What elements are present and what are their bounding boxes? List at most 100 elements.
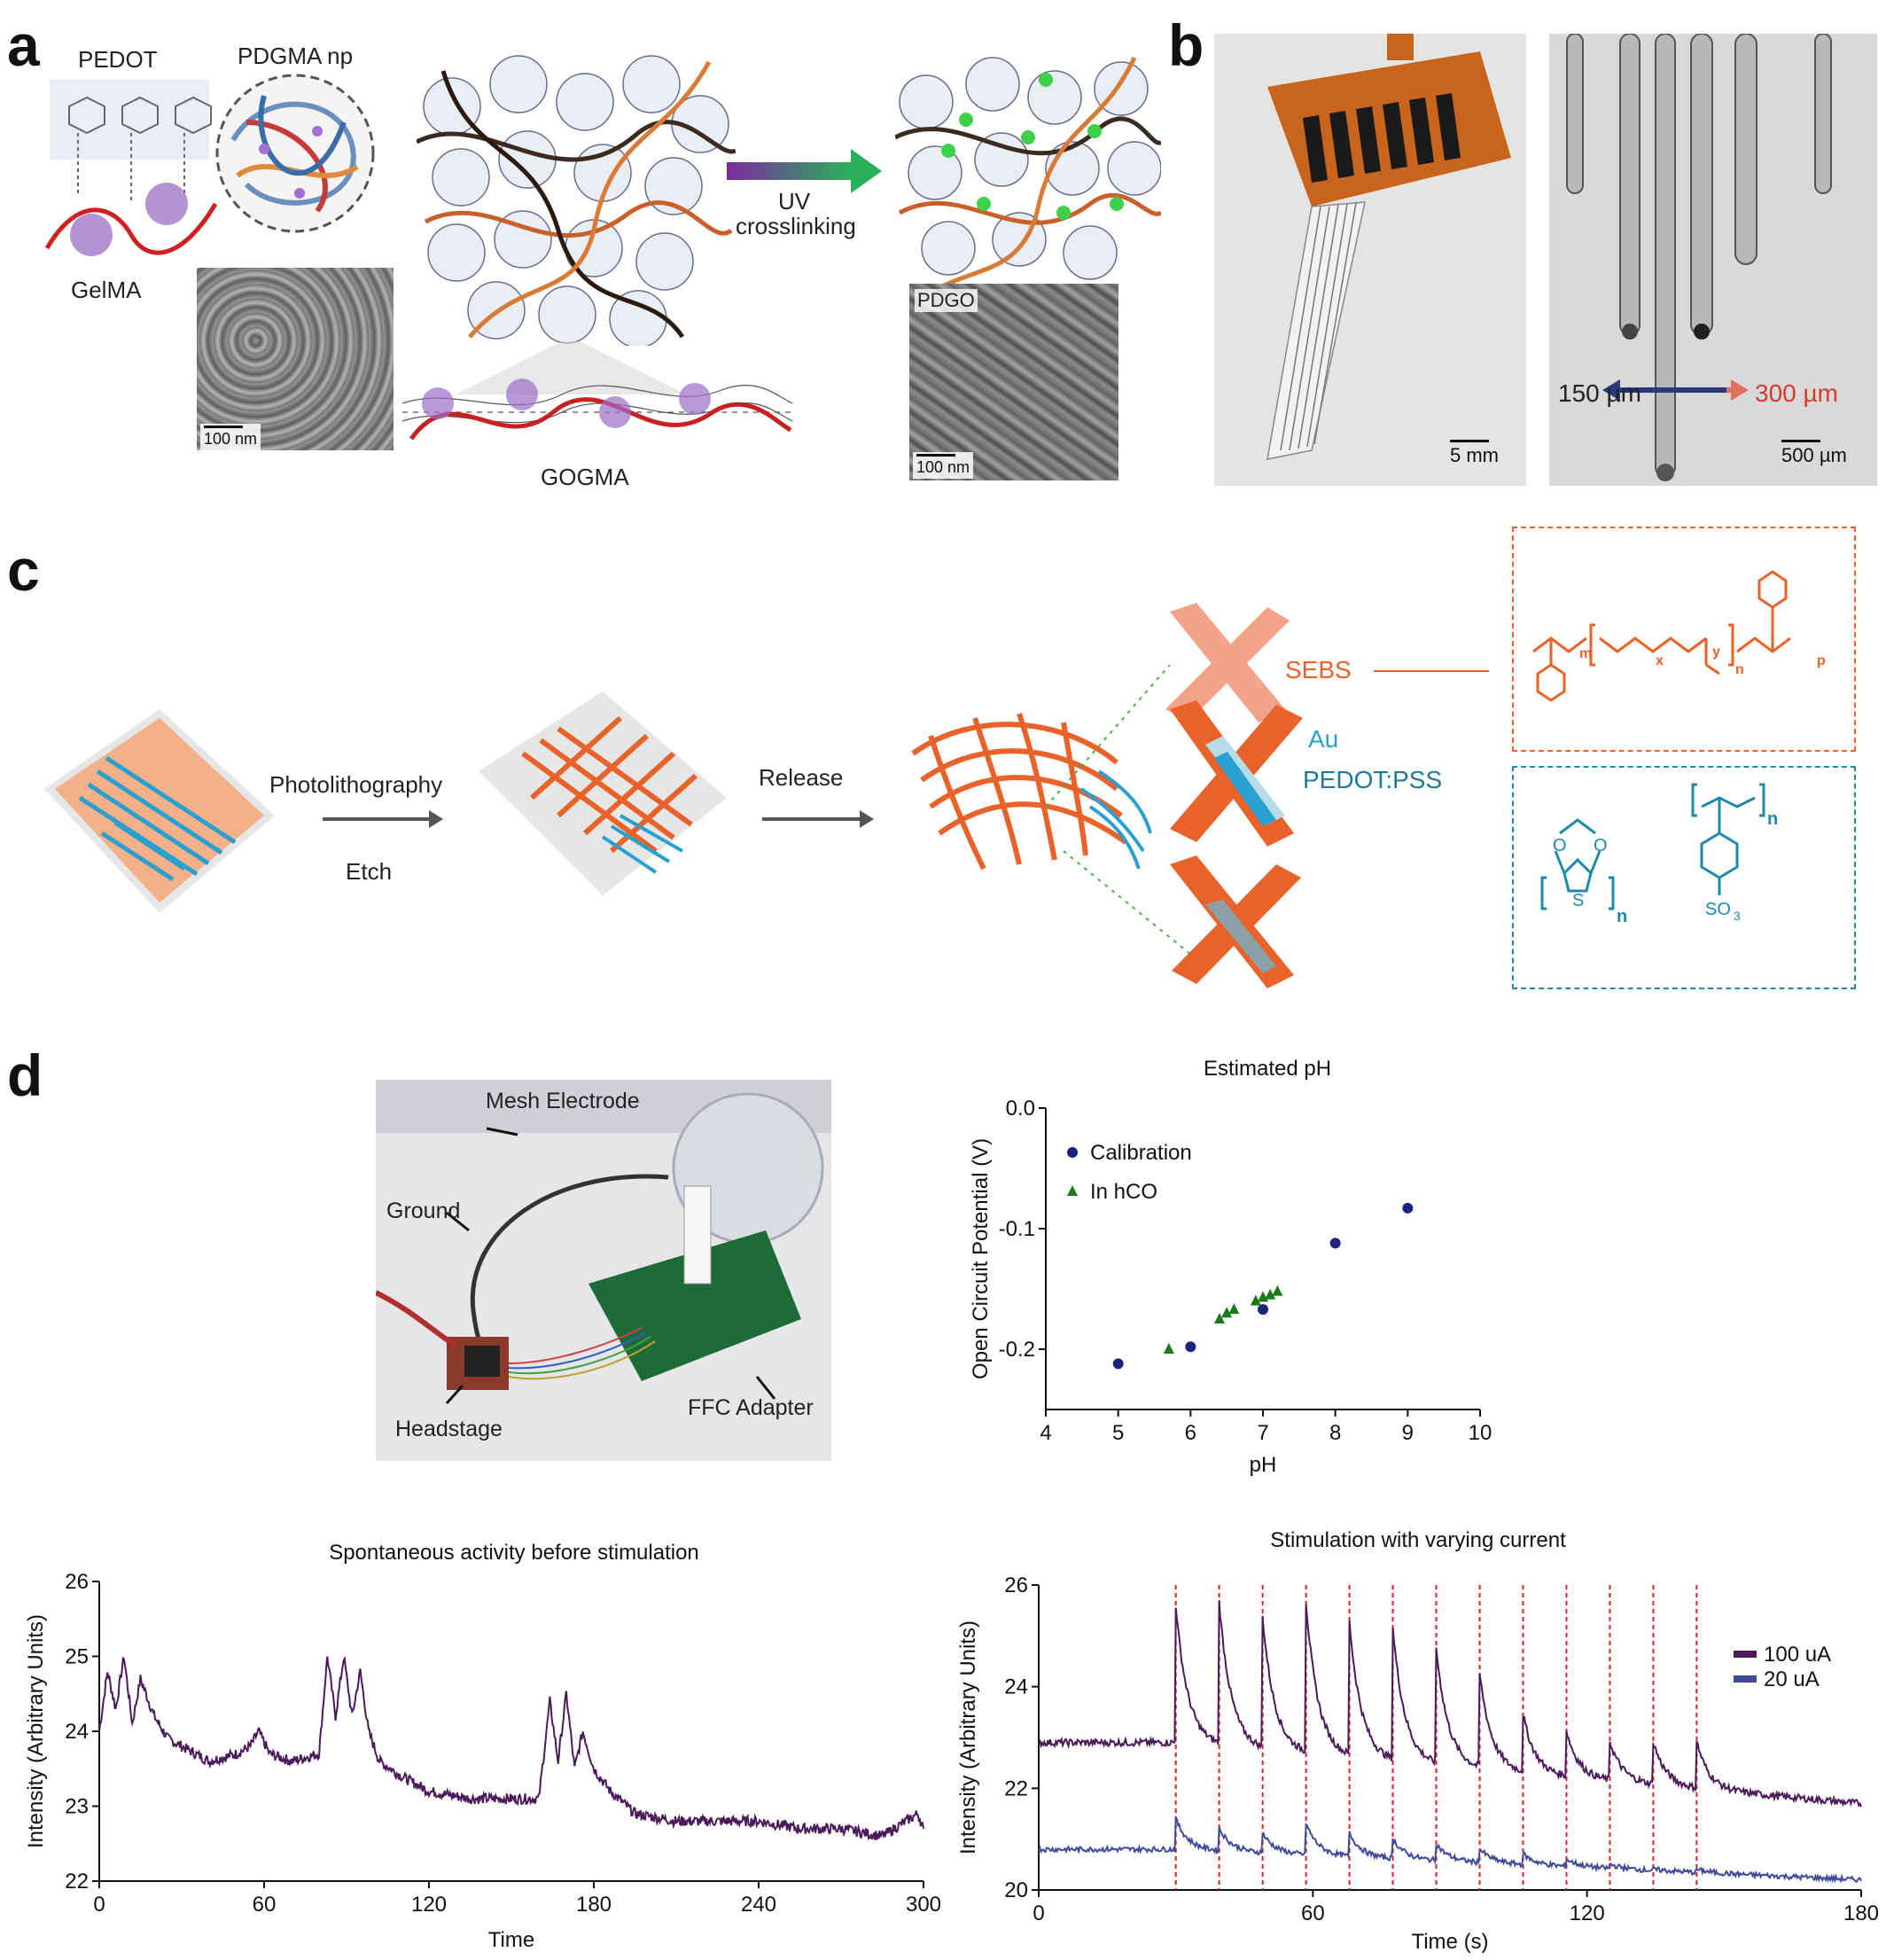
- scale-text: 100 nm: [204, 430, 258, 448]
- arrow-step1: [323, 817, 429, 821]
- x-tick-label: 9: [1402, 1421, 1414, 1445]
- x-tick-label: 120: [1570, 1901, 1605, 1925]
- pedot-s: S: [1572, 891, 1584, 910]
- panel-b: 5 mm 150 µm 300 µm 500 µm: [1214, 34, 1879, 486]
- sebs-label: SEBS: [1285, 656, 1352, 683]
- x-tick-label: 300: [906, 1893, 941, 1917]
- hco-point: [1214, 1313, 1225, 1324]
- pss-so3-subscript: 3: [1734, 909, 1741, 923]
- x-axis-label: Time: [488, 1928, 534, 1952]
- crosslinking-label: crosslinking: [736, 213, 856, 239]
- x-tick-label: 0: [1033, 1901, 1044, 1925]
- gelma-label: GelMA: [71, 277, 142, 303]
- pedot-gelma-schematic: [44, 80, 218, 256]
- hco-point: [1221, 1307, 1233, 1318]
- arrow-step2-head: [860, 810, 874, 828]
- calibration-point: [1185, 1341, 1196, 1353]
- y-tick-label: -0.2: [999, 1338, 1035, 1362]
- panel-c: Photolithography Etch Release: [0, 514, 1886, 1011]
- label-headstage: Headstage: [395, 1417, 503, 1441]
- y-axis-label: Intensity (Arbitrary Units): [24, 1614, 48, 1848]
- pedot-pss-label: PEDOT:PSS: [1303, 766, 1443, 793]
- calibration-point: [1402, 1202, 1414, 1214]
- formula-m: m: [1579, 646, 1592, 661]
- step-etch: Etch: [346, 858, 393, 885]
- y-tick-label: 0.0: [1006, 1097, 1035, 1121]
- x-tick-label: 10: [1469, 1421, 1492, 1445]
- gogma-sheet: [402, 341, 792, 441]
- hco-point: [1272, 1285, 1283, 1296]
- legend-label-calibration: Calibration: [1090, 1141, 1192, 1165]
- x-tick-label: 120: [411, 1893, 447, 1917]
- formula-p: p: [1817, 653, 1826, 668]
- gogma-label: GOGMA: [541, 464, 629, 490]
- sebs-connector: [1374, 670, 1489, 672]
- layer-cross-top: [1165, 603, 1290, 722]
- x-tick-label: 0: [93, 1893, 105, 1917]
- scale-text: 500 µm: [1781, 444, 1847, 466]
- pdgo-label: PDGO: [915, 289, 978, 312]
- scale-text: 5 mm: [1450, 444, 1499, 466]
- formula-y: y: [1712, 644, 1720, 660]
- scale-bar-a-left: 100 nm: [200, 424, 261, 450]
- device-photo: [1214, 34, 1526, 486]
- sem-image-pdgo: [909, 284, 1118, 480]
- uv-arrow: [727, 149, 882, 193]
- y-axis-label: Intensity (Arbitrary Units): [956, 1620, 980, 1855]
- recording-setup-photo: [376, 1080, 831, 1461]
- y-tick-label: 26: [1004, 1573, 1028, 1597]
- spontaneous-trace: [98, 1656, 924, 1841]
- layer-cross-middle: [1170, 700, 1303, 847]
- zoom-lines: [1046, 665, 1206, 966]
- calibration-point: [1258, 1304, 1268, 1316]
- y-tick-label: -0.1: [999, 1217, 1035, 1241]
- calibration-point: [1112, 1358, 1124, 1370]
- y-tick-label: 26: [65, 1570, 89, 1594]
- label-mesh-electrode: Mesh Electrode: [486, 1089, 640, 1113]
- panel-letter-d: d: [7, 1042, 43, 1108]
- crosslinked-network: [895, 56, 1161, 293]
- panel-letter-a: a: [7, 12, 40, 78]
- microscope-photo: [1549, 34, 1877, 486]
- pss-so3: SO: [1705, 900, 1731, 919]
- pedot-o-right: O: [1594, 836, 1608, 855]
- x-tick-label: 4: [1040, 1421, 1051, 1445]
- y-tick-label: 22: [65, 1870, 89, 1894]
- scale-bar-b-left: 5 mm: [1446, 438, 1502, 469]
- pedot-pss-structure: O O S n n SO 3: [1540, 783, 1778, 926]
- pedot-label: PEDOT: [78, 46, 158, 73]
- formula-n: n: [1735, 662, 1744, 677]
- dim-150um: 150 µm: [1558, 379, 1641, 407]
- sebs-structure: m x y n p: [1532, 570, 1826, 702]
- chart-stimulation: 20 22 24 26 0 60 120 180 Time (s) Intensity (Arbi…: [956, 1573, 1879, 1954]
- x-tick-label: 7: [1257, 1421, 1268, 1445]
- trace-20ua: [1038, 1816, 1862, 1884]
- step-photolithography: Photolithography: [269, 771, 443, 798]
- label-ffc-adapter: FFC Adapter: [688, 1395, 814, 1420]
- dim-300um: 300 µm: [1755, 379, 1838, 407]
- y-tick-label: 24: [1004, 1675, 1028, 1699]
- y-tick-label: 23: [65, 1795, 89, 1819]
- hco-point: [1265, 1288, 1276, 1300]
- pdgma-np-label: PDGMA np: [238, 43, 354, 69]
- hco-point: [1163, 1343, 1174, 1354]
- legend-marker-calibration: [1067, 1147, 1078, 1158]
- formula-x: x: [1656, 653, 1664, 668]
- pedot-n: n: [1617, 907, 1627, 926]
- calibration-point: [1329, 1238, 1341, 1249]
- arrow-step2: [762, 817, 860, 821]
- scale-text: 100 nm: [916, 458, 970, 476]
- legend-label-hco: In hCO: [1090, 1180, 1157, 1204]
- step-release: Release: [759, 764, 844, 791]
- y-tick-label: 20: [1004, 1878, 1028, 1902]
- chart-spontaneous: 22 23 24 25 26 0 60 120 180 240 300 Time Intensity (…: [24, 1570, 941, 1952]
- chart-ph-title: Estimated pH: [1203, 1057, 1332, 1081]
- network-schematic: [417, 55, 736, 346]
- x-axis-label: Time (s): [1411, 1930, 1488, 1954]
- chart-spont-title: Spontaneous activity before stimulation: [329, 1541, 699, 1565]
- panel-a: PEDOT PDGMA np GelMA GOGMA UV crosslinki…: [0, 0, 1161, 496]
- x-tick-label: 5: [1112, 1421, 1124, 1445]
- scale-bar-b-right: 500 µm: [1778, 438, 1851, 469]
- x-tick-label: 8: [1329, 1421, 1341, 1445]
- uv-label: UV: [778, 188, 811, 215]
